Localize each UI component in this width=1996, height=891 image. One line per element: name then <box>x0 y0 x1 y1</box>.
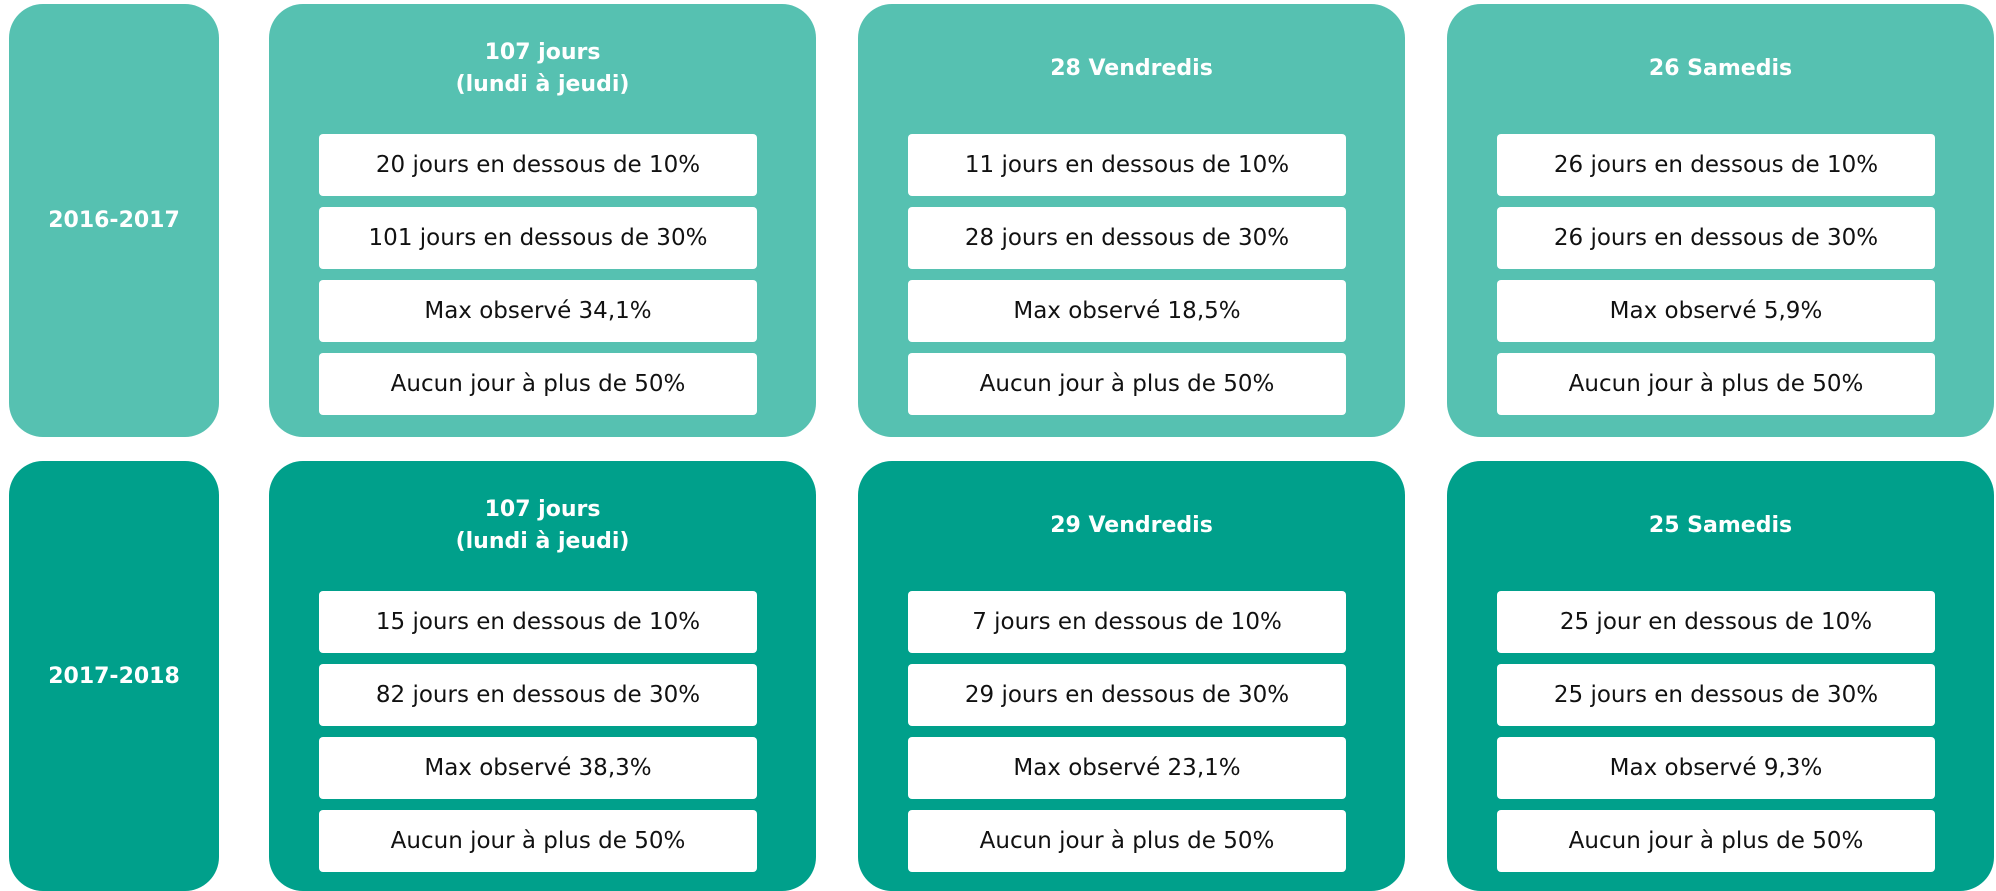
panel-title: 26 Samedis <box>1447 34 1994 104</box>
stat-item: Max observé 5,9% <box>1497 280 1935 342</box>
title-line: (lundi à jeudi) <box>455 529 630 554</box>
stat-item: 25 jour en dessous de 10% <box>1497 591 1935 653</box>
stat-item: Max observé 18,5% <box>908 280 1346 342</box>
panel: 28 Vendredis 11 jours en dessous de 10% 28… <box>858 4 1405 437</box>
stat-item: 26 jours en dessous de 30% <box>1497 207 1935 269</box>
stat-item: Aucun jour à plus de 50% <box>1497 810 1935 872</box>
stat-item: Max observé 34,1% <box>319 280 757 342</box>
panel: 107 jours (lundi à jeudi) 20 jours en dess… <box>269 4 816 437</box>
stat-item: 11 jours en dessous de 10% <box>908 134 1346 196</box>
stat-item: Max observé 9,3% <box>1497 737 1935 799</box>
title-line: 107 jours <box>484 40 601 65</box>
stat-item: 20 jours en dessous de 10% <box>319 134 757 196</box>
stat-item: Max observé 38,3% <box>319 737 757 799</box>
panel-title: 107 jours (lundi à jeudi) <box>269 491 816 561</box>
stat-item: 26 jours en dessous de 10% <box>1497 134 1935 196</box>
stat-item: Aucun jour à plus de 50% <box>908 353 1346 415</box>
panel-title: 28 Vendredis <box>858 34 1405 104</box>
stat-item: 15 jours en dessous de 10% <box>319 591 757 653</box>
panel: 25 Samedis 25 jour en dessous de 10% 25 jo… <box>1447 461 1994 891</box>
stat-item: 101 jours en dessous de 30% <box>319 207 757 269</box>
panel: 26 Samedis 26 jours en dessous de 10% 26 j… <box>1447 4 1994 437</box>
stat-item: 25 jours en dessous de 30% <box>1497 664 1935 726</box>
period-label: 2016-2017 <box>9 4 219 437</box>
title-line: 25 Samedis <box>1648 513 1793 538</box>
title-line: (lundi à jeudi) <box>455 72 630 97</box>
title-line: 29 Vendredis <box>1050 513 1213 538</box>
panel: 107 jours (lundi à jeudi) 15 jours en dess… <box>269 461 816 891</box>
stat-item: Aucun jour à plus de 50% <box>908 810 1346 872</box>
title-line: 28 Vendredis <box>1050 56 1213 81</box>
stat-item: 29 jours en dessous de 30% <box>908 664 1346 726</box>
panel: 29 Vendredis 7 jours en dessous de 10% 29 … <box>858 461 1405 891</box>
period-label: 2017-2018 <box>9 461 219 891</box>
panel-title: 107 jours (lundi à jeudi) <box>269 34 816 104</box>
stat-item: 7 jours en dessous de 10% <box>908 591 1346 653</box>
stat-item: Aucun jour à plus de 50% <box>319 810 757 872</box>
stat-item: 28 jours en dessous de 30% <box>908 207 1346 269</box>
panel-title: 25 Samedis <box>1447 491 1994 561</box>
stat-item: Max observé 23,1% <box>908 737 1346 799</box>
title-line: 107 jours <box>484 497 601 522</box>
stat-item: 82 jours en dessous de 30% <box>319 664 757 726</box>
panel-title: 29 Vendredis <box>858 491 1405 561</box>
stat-item: Aucun jour à plus de 50% <box>319 353 757 415</box>
stat-item: Aucun jour à plus de 50% <box>1497 353 1935 415</box>
title-line: 26 Samedis <box>1648 56 1793 81</box>
